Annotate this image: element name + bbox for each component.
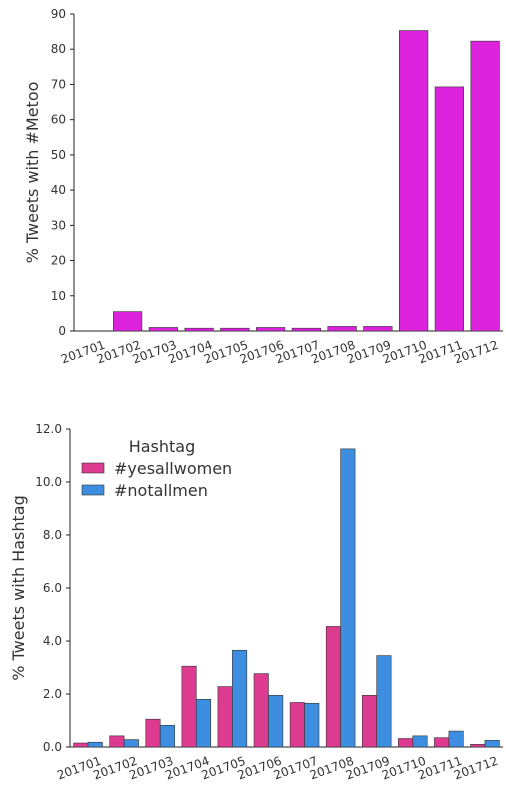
y-tick-label: 10.0 <box>35 475 62 489</box>
bar-metoo-201704 <box>184 327 214 332</box>
y-tick-label: 0 <box>58 324 66 338</box>
bar-metoo-201706 <box>256 327 286 332</box>
y-tick-label: 8.0 <box>43 528 62 542</box>
bar-notallmen-201711 <box>448 730 464 748</box>
bar-notallmen-201704 <box>195 698 212 748</box>
bar-yesallwomen-201712 <box>470 744 486 748</box>
y-tick-label: 30 <box>51 218 66 232</box>
legend-title: Hashtag <box>129 437 196 456</box>
y-tick-label: 40 <box>51 183 66 197</box>
bar-notallmen-201701 <box>87 741 103 748</box>
bar-yesallwomen-201706 <box>253 673 269 748</box>
bar-yesallwomen-201708 <box>325 626 341 748</box>
y-tick-label: 80 <box>51 42 66 56</box>
bar-yesallwomen-201707 <box>289 702 305 748</box>
bar-yesallwomen-201709 <box>361 695 378 748</box>
legend-label-notallmen: #notallmen <box>114 481 208 500</box>
bar-metoo-201708 <box>327 326 357 332</box>
bar-metoo-201710 <box>399 30 429 332</box>
y-tick-label: 2.0 <box>43 687 62 701</box>
bar-yesallwomen-201705 <box>217 686 233 748</box>
bar-notallmen-201702 <box>123 739 139 748</box>
y-tick-label: 10 <box>51 289 66 303</box>
legend-swatch-notallmen <box>81 484 105 496</box>
bar-notallmen-201706 <box>268 695 284 748</box>
bar-yesallwomen-201710 <box>398 738 414 748</box>
y-tick-label: 20 <box>51 254 66 268</box>
bar-metoo-201705 <box>220 327 250 332</box>
bar-yesallwomen-201704 <box>181 665 197 748</box>
bar-metoo-201703 <box>148 327 178 332</box>
legend-label-yesallwomen: #yesallwomen <box>114 459 232 478</box>
y-axis-label: % Tweets with Hashtag <box>9 495 28 680</box>
bar-metoo-201707 <box>291 327 321 332</box>
bar-notallmen-201712 <box>484 740 500 748</box>
y-tick-label: 70 <box>51 77 66 91</box>
legend-swatch-yesallwomen <box>81 462 105 474</box>
bar-notallmen-201707 <box>304 702 320 748</box>
bar-metoo-201711 <box>434 86 464 332</box>
bar-metoo-201702 <box>113 311 143 332</box>
bar-notallmen-201705 <box>232 649 248 748</box>
y-tick-label: 90 <box>51 7 66 21</box>
bar-notallmen-201710 <box>412 735 428 748</box>
bar-notallmen-201708 <box>340 448 356 748</box>
bar-metoo-201712 <box>470 40 500 332</box>
y-tick-label: 6.0 <box>43 581 62 595</box>
bar-yesallwomen-201701 <box>73 742 89 748</box>
bar-notallmen-201709 <box>376 655 392 748</box>
y-tick-label: 60 <box>51 113 66 127</box>
bar-notallmen-201703 <box>159 724 175 748</box>
metoo-chart: 0102030405060708090201701201702201703201… <box>23 7 503 366</box>
bar-yesallwomen-201711 <box>434 737 450 748</box>
y-tick-label: 0.0 <box>43 740 62 754</box>
bar-metoo-201709 <box>363 326 393 332</box>
hashtag-chart: 0.02.04.06.08.010.012.020170120170220170… <box>9 422 503 782</box>
y-tick-label: 50 <box>51 148 66 162</box>
bar-yesallwomen-201702 <box>109 735 125 748</box>
bar-yesallwomen-201703 <box>145 718 161 748</box>
y-tick-label: 12.0 <box>35 422 62 436</box>
y-axis-label: % Tweets with #Metoo <box>23 82 42 264</box>
y-tick-label: 4.0 <box>43 634 62 648</box>
